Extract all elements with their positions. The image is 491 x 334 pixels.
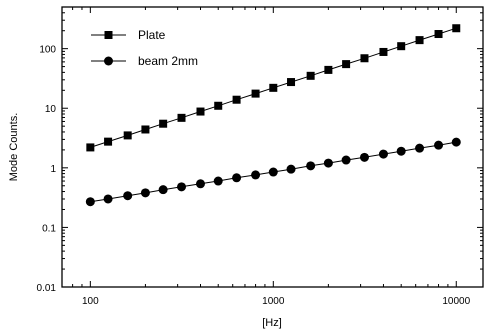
data-point-beam-2mm bbox=[306, 161, 316, 171]
data-point-plate bbox=[379, 47, 388, 56]
data-point-plate bbox=[306, 71, 315, 80]
legend-label-plate: Plate bbox=[138, 28, 166, 42]
data-point-beam-2mm bbox=[378, 149, 388, 159]
data-point-plate bbox=[452, 24, 461, 33]
legend-marker-beam bbox=[104, 56, 113, 66]
data-point-beam-2mm bbox=[359, 152, 369, 162]
data-point-beam-2mm bbox=[251, 170, 261, 180]
data-point-beam-2mm bbox=[195, 179, 205, 189]
y-tick-label: 10 bbox=[45, 104, 57, 115]
data-point-plate bbox=[360, 54, 369, 63]
series-layer bbox=[85, 24, 461, 207]
data-point-beam-2mm bbox=[341, 155, 351, 165]
data-point-plate bbox=[342, 60, 351, 69]
data-point-beam-2mm bbox=[323, 158, 333, 168]
x-tick-label: 100 bbox=[82, 296, 99, 307]
legend: Plate beam 2mm bbox=[91, 28, 198, 68]
legend-marker-plate bbox=[104, 31, 113, 39]
data-point-plate bbox=[397, 42, 406, 51]
data-point-beam-2mm bbox=[396, 146, 406, 156]
data-point-plate bbox=[324, 65, 333, 74]
data-point-plate bbox=[269, 83, 278, 92]
data-point-plate bbox=[141, 125, 150, 134]
y-tick-label: 1 bbox=[50, 164, 56, 175]
data-point-plate bbox=[251, 89, 260, 98]
data-point-beam-2mm bbox=[103, 194, 113, 204]
data-point-plate bbox=[415, 36, 424, 45]
data-point-plate bbox=[196, 107, 205, 116]
y-tick-label: 100 bbox=[39, 45, 56, 56]
y-tick-label: 0.1 bbox=[42, 223, 56, 234]
legend-label-beam: beam 2mm bbox=[138, 54, 198, 68]
data-point-beam-2mm bbox=[123, 191, 133, 201]
data-point-plate bbox=[159, 119, 168, 128]
data-point-plate bbox=[434, 30, 443, 39]
data-point-beam-2mm bbox=[213, 176, 223, 186]
data-point-beam-2mm bbox=[286, 164, 296, 174]
data-point-plate bbox=[214, 101, 223, 110]
plot-frame bbox=[61, 6, 484, 288]
data-point-beam-2mm bbox=[158, 185, 168, 195]
data-point-plate bbox=[177, 113, 186, 122]
tick-marks bbox=[61, 6, 483, 288]
x-axis-title: [Hz] bbox=[262, 317, 282, 329]
y-axis-title: Mode Counts. bbox=[8, 113, 20, 181]
data-point-plate bbox=[287, 78, 296, 87]
tick-labels: 100 1000 10000 0.01 0.1 1 10 100 bbox=[37, 45, 471, 307]
data-point-beam-2mm bbox=[434, 140, 444, 150]
data-point-beam-2mm bbox=[451, 137, 461, 147]
x-tick-label: 10000 bbox=[442, 296, 470, 307]
data-point-beam-2mm bbox=[140, 188, 150, 198]
data-point-plate bbox=[123, 131, 132, 140]
y-tick-label: 0.01 bbox=[37, 283, 57, 294]
data-point-beam-2mm bbox=[415, 143, 425, 153]
data-point-plate bbox=[104, 137, 113, 146]
data-point-beam-2mm bbox=[232, 173, 242, 183]
data-point-beam-2mm bbox=[85, 197, 95, 207]
x-tick-label: 1000 bbox=[262, 296, 285, 307]
data-point-plate bbox=[232, 95, 241, 104]
data-point-beam-2mm bbox=[177, 182, 187, 192]
data-point-beam-2mm bbox=[268, 167, 278, 177]
data-point-plate bbox=[86, 143, 95, 152]
